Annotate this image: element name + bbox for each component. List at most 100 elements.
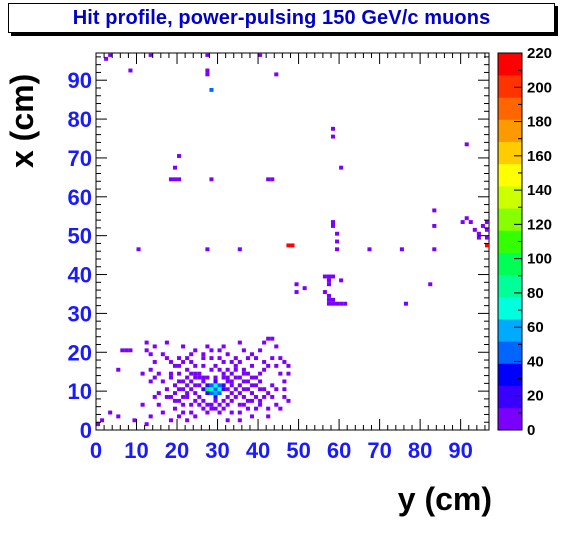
heatmap-cell xyxy=(262,395,267,399)
heatmap-cell xyxy=(335,247,340,252)
x-tick-label: 30 xyxy=(205,438,229,463)
heatmap-cell xyxy=(209,367,214,372)
heatmap-cell xyxy=(472,227,477,232)
heatmap-cell xyxy=(254,395,259,399)
heatmap-cell xyxy=(193,363,198,368)
heatmap-cell xyxy=(221,344,226,349)
heatmap-cell xyxy=(197,395,202,399)
heatmap-cell xyxy=(213,395,218,399)
heatmap-cell xyxy=(322,274,327,279)
chart-title: Hit profile, power-pulsing 150 GeV/c muo… xyxy=(72,6,491,29)
heatmap-cell xyxy=(266,406,271,411)
heatmap-cell xyxy=(254,356,259,361)
heatmap-cell xyxy=(282,395,287,399)
heatmap-cell xyxy=(249,414,255,419)
heatmap-cell xyxy=(205,391,210,396)
heatmap-cell xyxy=(225,379,230,384)
heatmap-cell xyxy=(262,387,267,392)
heatmap-cell xyxy=(193,348,198,353)
heatmap-cell xyxy=(185,356,190,361)
heatmap-cell xyxy=(140,371,145,376)
x-tick-label: 90 xyxy=(448,438,472,463)
palette-band xyxy=(498,97,522,120)
heatmap-cell xyxy=(241,387,246,392)
heatmap-cell xyxy=(322,290,327,294)
heatmap-cell xyxy=(254,375,259,380)
heatmap-cell xyxy=(144,348,149,353)
palette-band xyxy=(498,296,522,320)
heatmap-cell xyxy=(213,375,218,380)
y-tick-label: 0 xyxy=(80,418,92,443)
heatmap-cell xyxy=(132,418,137,423)
heatmap-cell xyxy=(205,387,210,392)
heatmap-cell xyxy=(209,391,214,396)
heatmap-cell xyxy=(177,154,182,158)
heatmap-cell xyxy=(213,406,218,411)
heatmap-cell xyxy=(282,387,287,392)
x-tick-label: 50 xyxy=(286,438,310,463)
heatmap-cell xyxy=(330,134,336,139)
heatmap-cell xyxy=(278,356,283,361)
heatmap-cell xyxy=(205,410,210,415)
palette-band xyxy=(498,230,522,253)
heatmap-cell xyxy=(177,398,182,403)
heatmap-cell xyxy=(172,391,178,396)
heatmap-cell xyxy=(237,402,242,407)
heatmap-cell xyxy=(168,360,173,364)
palette-tick-label: 120 xyxy=(527,216,552,233)
heatmap-cell xyxy=(480,224,485,228)
heatmap-cell xyxy=(217,367,222,372)
heatmap-cell xyxy=(335,231,340,236)
heatmap-cell xyxy=(258,379,263,384)
heatmap-cell xyxy=(274,402,279,407)
heatmap-cell xyxy=(128,68,133,73)
heatmap-cell xyxy=(152,395,157,399)
palette-band xyxy=(498,319,522,342)
heatmap-cell xyxy=(96,422,101,427)
heatmap-cell xyxy=(185,418,190,423)
palette-tick-label: 0 xyxy=(527,422,535,439)
heatmap-cell xyxy=(193,375,198,380)
heatmap-cell xyxy=(237,410,242,415)
x-tick-label: 20 xyxy=(165,438,189,463)
heatmap-cell xyxy=(229,360,234,364)
heatmap-cell xyxy=(201,363,206,368)
heatmap-cell xyxy=(464,216,469,221)
heatmap-cell xyxy=(241,395,246,399)
heatmap-cell xyxy=(189,387,194,392)
palette-band xyxy=(498,75,522,98)
y-tick-label: 40 xyxy=(68,263,92,288)
heatmap-cell xyxy=(104,56,109,61)
heatmap-cell xyxy=(164,356,169,361)
heatmap-cell xyxy=(270,177,275,182)
heatmap-cell xyxy=(144,340,149,345)
heatmap-cell xyxy=(185,383,190,388)
heatmap-cell xyxy=(201,379,206,384)
x-tick-label: 60 xyxy=(327,438,351,463)
heatmap-cell xyxy=(201,356,206,361)
heatmap-cell xyxy=(330,274,336,279)
heatmap-cell xyxy=(172,165,178,170)
heatmap-cell xyxy=(168,418,173,423)
heatmap-cell xyxy=(294,290,299,294)
heatmap-cell xyxy=(120,348,125,353)
palette-band xyxy=(498,141,522,165)
heatmap-cell xyxy=(258,53,263,57)
y-tick-label: 80 xyxy=(68,107,92,132)
heatmap-cell xyxy=(241,371,246,376)
heatmap-cell xyxy=(221,406,226,411)
heatmap-cell xyxy=(403,301,408,306)
heatmap-cell xyxy=(339,301,344,306)
heatmap-cell xyxy=(245,387,250,392)
heatmap-cell xyxy=(221,360,226,364)
heatmap-cell xyxy=(237,375,242,380)
heatmap-cell xyxy=(225,387,230,392)
heatmap-cell xyxy=(302,286,307,291)
heatmap-cell xyxy=(172,398,178,403)
heatmap-cell xyxy=(181,379,186,384)
heatmap-cell xyxy=(152,360,157,364)
heatmap-cell xyxy=(237,360,242,364)
x-axis-ticks: 0 10 20 30 40 50 60 70 80 90 xyxy=(90,53,486,463)
heatmap-cell xyxy=(266,414,271,419)
